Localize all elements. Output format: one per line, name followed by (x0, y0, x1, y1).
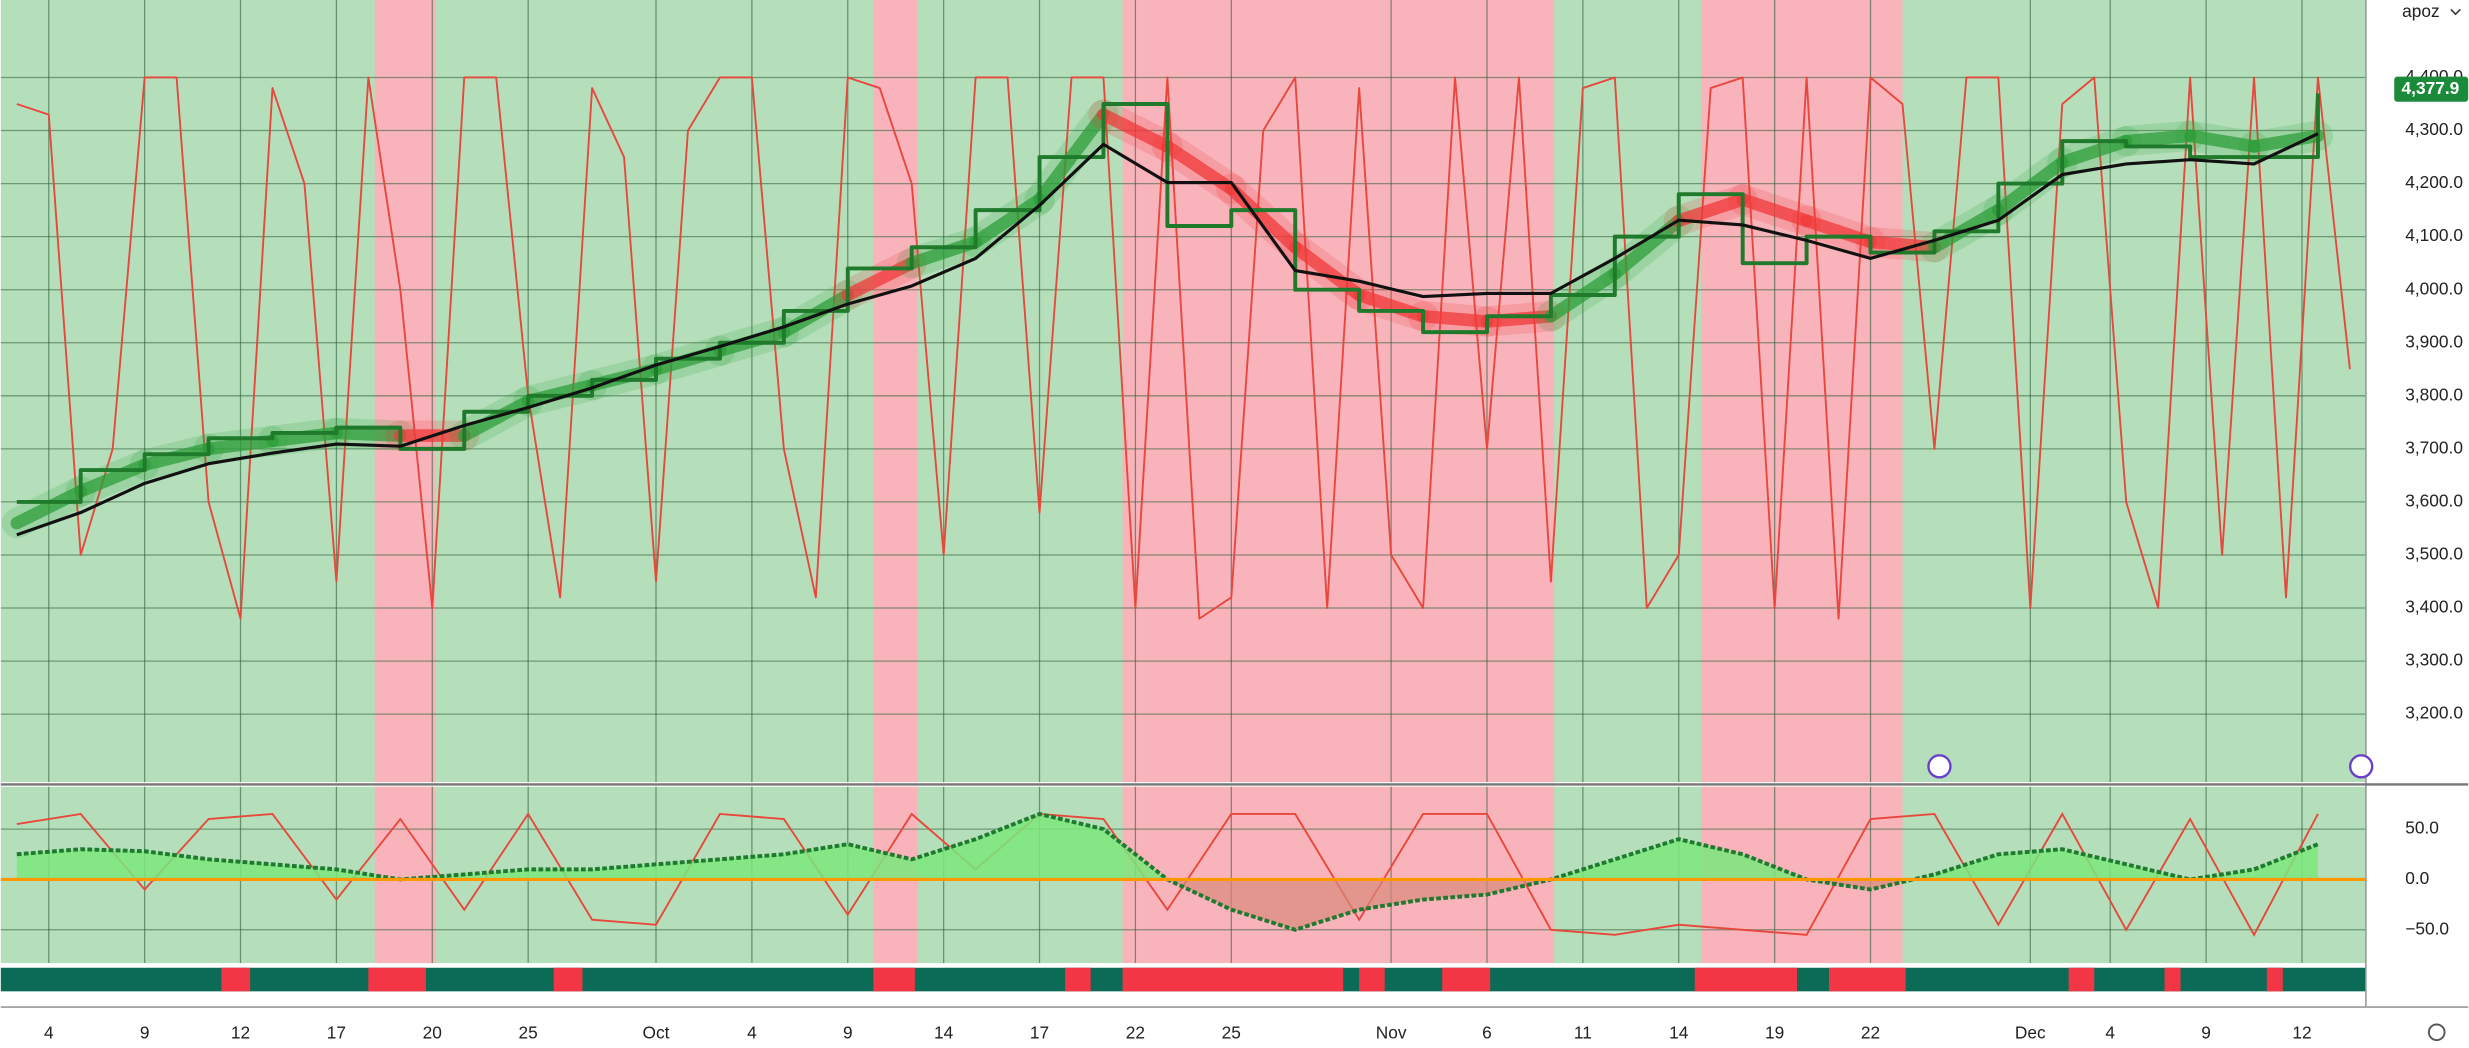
y-tick-label: 50.0 (2405, 818, 2439, 838)
y-tick-label: −50.0 (2405, 918, 2449, 938)
x-tick-label: 25 (1222, 1022, 1241, 1042)
y-tick-label: 3,700.0 (2405, 437, 2463, 457)
trend-line (457, 394, 535, 442)
last-price-label: 4,377.9 (2402, 78, 2460, 98)
x-tick-label: 4 (747, 1022, 757, 1042)
x-tick-label: 20 (423, 1022, 442, 1042)
x-tick-label: Oct (643, 1022, 670, 1042)
signal-zone (1828, 967, 1906, 992)
y-tick-label: 4,100.0 (2405, 225, 2463, 245)
negative-area (1167, 879, 1914, 930)
trend-line (969, 193, 1046, 249)
x-tick-label: 14 (934, 1022, 954, 1042)
trend-line (10, 485, 88, 530)
x-tick-label: 17 (1030, 1022, 1049, 1042)
x-tick-label: 9 (2201, 1022, 2211, 1042)
x-tick-label: 6 (1482, 1022, 1492, 1042)
trend-line (1672, 193, 1749, 228)
trend-line (202, 434, 279, 456)
signal-zone (553, 967, 583, 992)
y-tick-label: 3,200.0 (2405, 703, 2463, 723)
x-tick-label: 19 (1765, 1022, 1784, 1042)
x-tick-label: Nov (1376, 1022, 1407, 1042)
event-icon[interactable] (2348, 754, 2374, 779)
signal-zone (2068, 967, 2095, 992)
x-tick-label: 22 (1861, 1022, 1880, 1042)
y-tick-label: 4,200.0 (2405, 172, 2463, 192)
positive-area (16, 813, 2318, 880)
signal-zone (1442, 967, 1491, 992)
signal-zone (1065, 967, 1091, 992)
price-axis-bg (2365, 0, 2469, 1008)
trend-line (330, 426, 407, 442)
symbol-menu[interactable]: apoz (2402, 1, 2440, 21)
trend-line (1288, 240, 1366, 302)
bearish-zone (1122, 0, 1555, 783)
time-axis-bg (0, 1007, 2469, 1048)
trend-line (777, 288, 855, 339)
x-tick-label: 4 (44, 1022, 54, 1042)
trend-line (1416, 309, 1494, 328)
trend-line (1736, 193, 1813, 228)
y-tick-label: 3,800.0 (2405, 384, 2463, 404)
bearish-zone (873, 0, 919, 783)
menu-caret (2450, 8, 2461, 16)
price-series (1, 76, 2351, 620)
trend-line (1864, 235, 1941, 254)
trend-line (1992, 156, 2069, 217)
y-tick-label: 3,900.0 (2405, 331, 2463, 351)
bearish-zone (1701, 0, 1903, 783)
oscillator-line (16, 812, 2319, 937)
trend-line (521, 378, 599, 408)
trend-line (2119, 129, 2197, 148)
x-tick-label: 12 (2292, 1022, 2311, 1042)
series-line (16, 76, 2351, 620)
x-tick-label: 14 (1669, 1022, 1689, 1042)
series-line (16, 132, 2319, 537)
event-icon[interactable] (1927, 754, 1952, 779)
x-tick-label: 22 (1126, 1022, 1145, 1042)
x-tick-label: 11 (1574, 1022, 1592, 1042)
y-tick-label: 4,000.0 (2405, 278, 2463, 298)
x-tick-label: Dec (2015, 1022, 2046, 1042)
symbol-menu-bg[interactable] (2392, 0, 2469, 26)
x-tick-label: 4 (2105, 1022, 2115, 1042)
bearish-zone (1122, 786, 1555, 964)
signal-zone (221, 967, 251, 992)
bearish-zone (374, 786, 436, 964)
y-tick-label: 0.0 (2405, 868, 2429, 888)
settings-icon[interactable] (2427, 1023, 2446, 1042)
y-tick-label: 3,400.0 (2405, 597, 2463, 617)
trend-line (2183, 129, 2261, 153)
trend-line (2055, 134, 2133, 169)
x-tick-label: 17 (327, 1022, 346, 1042)
x-tick-label: 12 (231, 1022, 250, 1042)
signal-zone (2164, 967, 2181, 992)
x-tick-label: 9 (140, 1022, 150, 1042)
trend-line (1608, 214, 1686, 281)
y-tick-label: 4,300.0 (2405, 119, 2463, 139)
signal-zone (1694, 967, 1798, 992)
x-tick-label: 25 (519, 1022, 538, 1042)
trend-line (138, 442, 215, 472)
y-tick-label: 3,500.0 (2405, 544, 2463, 564)
oscillator-series (0, 811, 2366, 937)
y-tick-label: 3,300.0 (2405, 650, 2463, 670)
signal-zone (1359, 967, 1385, 992)
x-tick-label: 9 (843, 1022, 853, 1042)
bearish-zone (374, 0, 436, 783)
signal-zone (2266, 967, 2283, 992)
trend-line (1097, 108, 1174, 153)
signal-zone (368, 967, 426, 992)
signal-zone (1122, 967, 1344, 992)
signal-zone (873, 967, 915, 992)
last-price-badge (2394, 76, 2469, 102)
y-tick-label: 3,600.0 (2405, 490, 2463, 510)
